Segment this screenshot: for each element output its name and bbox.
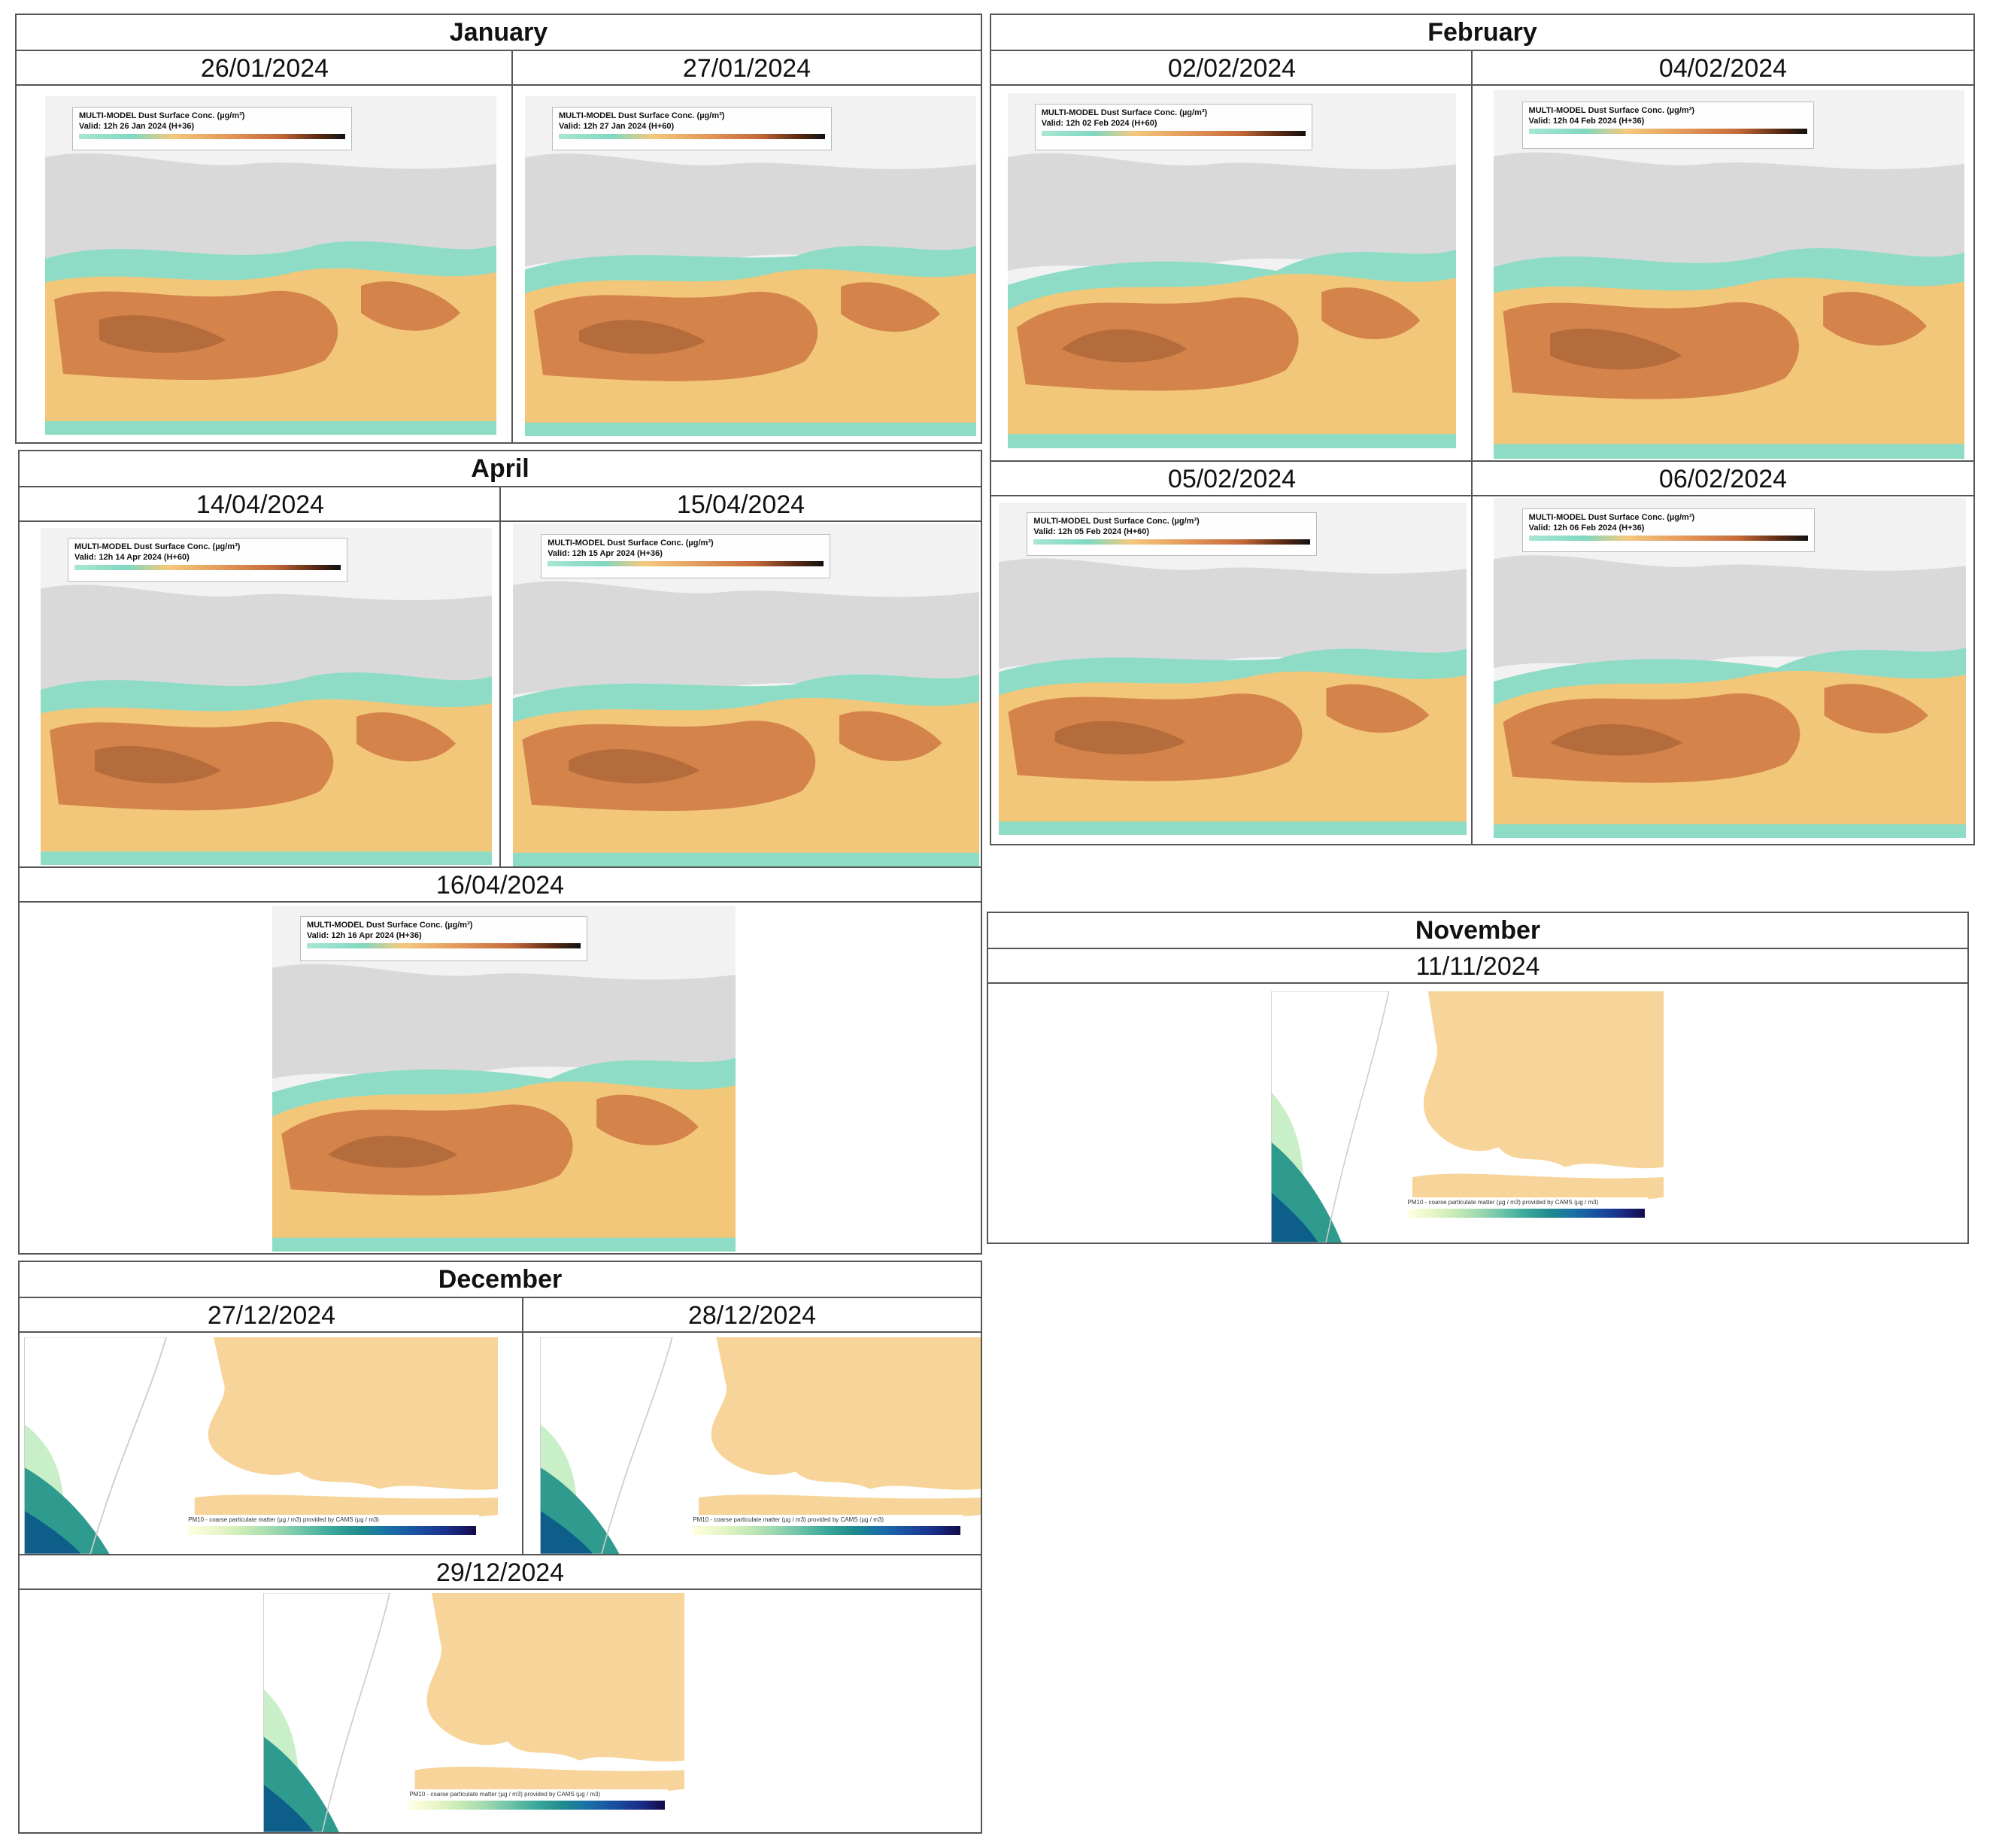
legend-title: MULTI-MODEL Dust Surface Conc. (µg/m³) [74, 542, 241, 552]
legend-title: PM10 - coarse particulate matter (µg / m… [409, 1790, 601, 1798]
date-label: 06/02/2024 [1473, 462, 1973, 496]
month-title: December [20, 1262, 981, 1298]
date-label: 11/11/2024 [988, 949, 1967, 984]
date-label: 29/12/2024 [20, 1555, 981, 1590]
color-scale-bar [693, 1526, 960, 1536]
cams-map: PM10 - coarse particulate matter (µg / m… [263, 1593, 684, 1832]
map-legend: MULTI-MODEL Dust Surface Conc. (µg/m³) V… [68, 538, 347, 582]
dust-map: MULTI-MODEL Dust Surface Conc. (µg/m³) V… [1494, 498, 1966, 838]
january-panel: January 26/01/2024 27/01/2024 MULTI-MODE… [15, 14, 982, 444]
december-panel: December 27/12/2024 28/12/2024 PM10 - co… [18, 1261, 982, 1834]
legend-valid: Valid: 12h 06 Feb 2024 (H+36) [1528, 523, 1645, 533]
dust-map: MULTI-MODEL Dust Surface Conc. (µg/m³) V… [999, 502, 1467, 835]
dust-map-graphic [1008, 93, 1456, 448]
legend-title: MULTI-MODEL Dust Surface Conc. (µg/m³) [1033, 517, 1200, 526]
legend-valid: Valid: 12h 05 Feb 2024 (H+60) [1033, 527, 1150, 537]
dust-map: MULTI-MODEL Dust Surface Conc. (µg/m³) V… [525, 96, 976, 436]
map-legend: MULTI-MODEL Dust Surface Conc. (µg/m³) V… [1521, 508, 1816, 553]
date-label: 27/01/2024 [513, 51, 981, 86]
dust-map-graphic [41, 528, 492, 865]
color-scale-bar [1528, 128, 1807, 134]
map-legend: MULTI-MODEL Dust Surface Conc. (µg/m³) V… [1521, 101, 1814, 150]
date-label: 27/12/2024 [20, 1298, 523, 1333]
date-label: 04/02/2024 [1473, 51, 1973, 86]
month-title: January [17, 15, 981, 51]
color-scale-bar [79, 133, 345, 139]
legend-title: PM10 - coarse particulate matter (µg / m… [693, 1516, 884, 1524]
month-title: April [20, 451, 981, 487]
legend-title: MULTI-MODEL Dust Surface Conc. (µg/m³) [1528, 105, 1694, 115]
color-scale-bar [188, 1526, 476, 1536]
cams-map: PM10 - coarse particulate matter (µg / m… [24, 1337, 498, 1554]
legend-valid: Valid: 12h 15 Apr 2024 (H+36) [548, 548, 663, 558]
legend-valid: Valid: 12h 02 Feb 2024 (H+60) [1041, 119, 1157, 129]
dust-map: MULTI-MODEL Dust Surface Conc. (µg/m³) V… [41, 528, 492, 865]
color-scale-bar [306, 942, 581, 948]
dust-map-graphic [513, 523, 979, 866]
color-scale-bar [1407, 1208, 1646, 1218]
date-label: 16/04/2024 [20, 868, 981, 903]
april-panel: April 14/04/2024 15/04/2024 MULTI-MODEL … [18, 450, 982, 1255]
color-scale-bar [559, 133, 825, 139]
cams-map: PM10 - coarse particulate matter (µg / m… [540, 1337, 981, 1554]
dust-map-graphic [1494, 498, 1966, 838]
dust-map: MULTI-MODEL Dust Surface Conc. (µg/m³) V… [45, 96, 496, 435]
dust-map: MULTI-MODEL Dust Surface Conc. (µg/m³) V… [1494, 90, 1964, 459]
date-label: 26/01/2024 [17, 51, 513, 86]
november-panel: November 11/11/2024 PM10 - coarse partic… [987, 912, 1969, 1244]
month-title: February [991, 15, 1973, 51]
dust-map-graphic [1494, 90, 1964, 459]
dust-map-graphic [525, 96, 976, 436]
map-legend: MULTI-MODEL Dust Surface Conc. (µg/m³) V… [552, 106, 832, 151]
dust-map-graphic [45, 96, 496, 435]
color-scale-bar [409, 1800, 665, 1810]
legend-valid: Valid: 12h 16 Apr 2024 (H+36) [306, 930, 422, 940]
dust-map: MULTI-MODEL Dust Surface Conc. (µg/m³) V… [1008, 93, 1456, 448]
legend-title: MULTI-MODEL Dust Surface Conc. (µg/m³) [559, 111, 725, 120]
legend-title: PM10 - coarse particulate matter (µg / m… [1407, 1198, 1599, 1206]
legend-valid: Valid: 12h 04 Feb 2024 (H+36) [1528, 116, 1645, 126]
legend-valid: Valid: 12h 26 Jan 2024 (H+36) [79, 121, 195, 131]
legend-title: MULTI-MODEL Dust Surface Conc. (µg/m³) [1528, 512, 1695, 522]
legend-title: PM10 - coarse particulate matter (µg / m… [188, 1516, 379, 1524]
map-legend: MULTI-MODEL Dust Surface Conc. (µg/m³) V… [541, 533, 830, 578]
legend-title: MULTI-MODEL Dust Surface Conc. (µg/m³) [548, 538, 714, 548]
dust-map-graphic [272, 906, 736, 1252]
date-label: 02/02/2024 [991, 51, 1473, 86]
color-scale-bar [74, 565, 341, 571]
map-legend: PM10 - coarse particulate matter (µg / m… [406, 1789, 668, 1828]
map-legend: PM10 - coarse particulate matter (µg / m… [690, 1515, 963, 1550]
dust-map-graphic [999, 502, 1467, 835]
cams-map: PM10 - coarse particulate matter (µg / m… [1271, 991, 1664, 1243]
map-legend: MULTI-MODEL Dust Surface Conc. (µg/m³) V… [1034, 104, 1313, 150]
dust-map: MULTI-MODEL Dust Surface Conc. (µg/m³) V… [513, 523, 979, 866]
color-scale-bar [548, 560, 824, 566]
map-legend: PM10 - coarse particulate matter (µg / m… [1404, 1197, 1649, 1238]
color-scale-bar [1528, 535, 1809, 541]
date-label: 15/04/2024 [501, 487, 981, 522]
legend-valid: Valid: 12h 27 Jan 2024 (H+60) [559, 121, 675, 131]
legend-valid: Valid: 12h 14 Apr 2024 (H+60) [74, 553, 190, 563]
color-scale-bar [1033, 539, 1310, 545]
color-scale-bar [1041, 131, 1306, 137]
date-label: 14/04/2024 [20, 487, 501, 522]
map-legend: MULTI-MODEL Dust Surface Conc. (µg/m³) V… [1027, 512, 1317, 556]
february-panel: February 02/02/2024 04/02/2024 MULTI-MOD… [990, 14, 1975, 845]
date-label: 28/12/2024 [523, 1298, 981, 1333]
map-legend: MULTI-MODEL Dust Surface Conc. (µg/m³) V… [299, 915, 587, 961]
month-title: November [988, 913, 1967, 949]
date-label: 05/02/2024 [991, 462, 1473, 496]
legend-title: MULTI-MODEL Dust Surface Conc. (µg/m³) [306, 920, 473, 930]
dust-map: MULTI-MODEL Dust Surface Conc. (µg/m³) V… [272, 906, 736, 1252]
legend-title: MULTI-MODEL Dust Surface Conc. (µg/m³) [79, 111, 245, 120]
map-legend: PM10 - coarse particulate matter (µg / m… [185, 1515, 479, 1550]
legend-title: MULTI-MODEL Dust Surface Conc. (µg/m³) [1041, 108, 1208, 118]
map-legend: MULTI-MODEL Dust Surface Conc. (µg/m³) V… [72, 106, 352, 150]
